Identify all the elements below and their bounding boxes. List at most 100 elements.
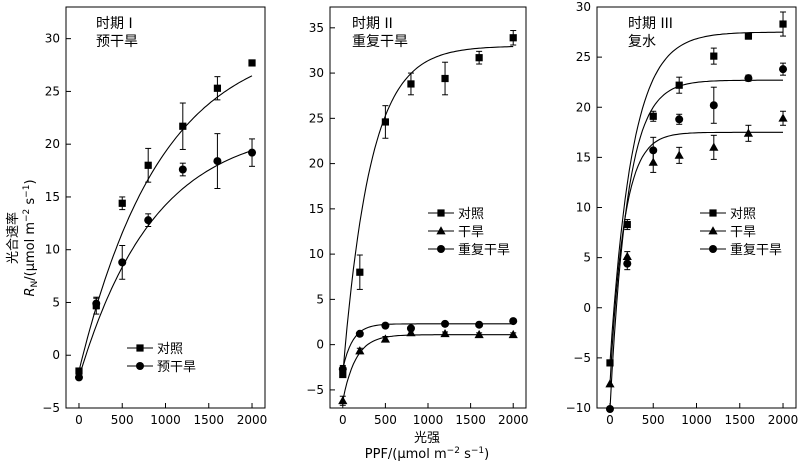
fit-curve bbox=[342, 334, 514, 401]
svg-text:RN/(μmol m−2 s−1): RN/(μmol m−2 s−1) bbox=[22, 179, 40, 296]
fit-curve bbox=[609, 79, 783, 410]
x-tick-label: 1500 bbox=[724, 413, 755, 427]
x-tick-label: 0 bbox=[339, 413, 347, 427]
y-tick-label: 35 bbox=[309, 21, 324, 35]
data-point bbox=[623, 220, 631, 229]
y-tick-label: −5 bbox=[306, 383, 324, 397]
y-axis-symbol: R bbox=[23, 287, 38, 296]
x-axis-unit-exp2: −1 bbox=[471, 446, 484, 456]
data-point bbox=[441, 74, 449, 83]
x-tick-label: 2000 bbox=[498, 413, 529, 427]
x-axis-unit-end: ) bbox=[484, 447, 489, 462]
legend-marker bbox=[709, 209, 717, 217]
x-tick-label: 1000 bbox=[413, 413, 444, 427]
data-point bbox=[406, 324, 415, 333]
x-tick-label: 1500 bbox=[455, 413, 486, 427]
data-point bbox=[744, 74, 753, 83]
fit-curve bbox=[609, 131, 783, 384]
x-tick-label: 1000 bbox=[681, 413, 712, 427]
data-point bbox=[355, 329, 364, 338]
x-tick-label: 0 bbox=[606, 413, 614, 427]
data-point bbox=[144, 161, 152, 169]
y-axis-unit-exp1: −2 bbox=[22, 209, 32, 222]
y-tick-label: 0 bbox=[52, 348, 60, 362]
y-tick-label: 10 bbox=[576, 201, 591, 215]
y-tick-label: 5 bbox=[52, 295, 60, 309]
data-point bbox=[623, 259, 632, 268]
y-tick-label: 30 bbox=[309, 66, 324, 80]
y-tick-label: 0 bbox=[583, 301, 591, 315]
data-point bbox=[743, 128, 754, 137]
y-axis-symbol-sub: N bbox=[30, 281, 40, 288]
data-point bbox=[440, 328, 450, 338]
x-tick-label: 1500 bbox=[193, 413, 224, 427]
x-axis-title-line1: 光强 bbox=[414, 431, 440, 446]
fit-curve bbox=[78, 149, 253, 378]
data-point bbox=[675, 115, 684, 124]
data-point bbox=[605, 405, 614, 414]
data-point bbox=[475, 54, 483, 62]
data-point bbox=[75, 367, 83, 375]
panel-title: 时期 II bbox=[352, 16, 393, 32]
data-point bbox=[338, 365, 347, 374]
data-point bbox=[380, 334, 390, 343]
data-point bbox=[339, 370, 347, 379]
data-point bbox=[508, 329, 518, 339]
legend-marker bbox=[436, 226, 446, 235]
data-point bbox=[649, 112, 657, 120]
data-point bbox=[675, 81, 683, 89]
y-tick-label: 5 bbox=[316, 292, 324, 306]
fit-curve bbox=[609, 31, 783, 363]
legend-label: 对照 bbox=[157, 342, 183, 357]
data-point bbox=[474, 329, 484, 339]
legend-label: 干旱 bbox=[458, 225, 484, 240]
y-tick-label: 30 bbox=[576, 0, 591, 14]
x-tick-label: 0 bbox=[75, 413, 83, 427]
y-axis-unit-end: ) bbox=[23, 179, 38, 184]
panel-subtitle: 重复干旱 bbox=[352, 33, 408, 50]
x-tick-label: 500 bbox=[111, 413, 134, 427]
y-tick-label: 25 bbox=[309, 111, 324, 125]
y-axis-title: 光合速率 RN/(μmol m−2 s−1) bbox=[5, 179, 40, 296]
y-axis-unit-mid: s bbox=[23, 198, 38, 209]
fit-curve bbox=[78, 75, 253, 372]
y-tick-label: −5 bbox=[573, 351, 591, 365]
legend-label: 对照 bbox=[730, 207, 756, 222]
x-axis-unit-start: PPF/(μmol m bbox=[365, 447, 447, 462]
y-axis-unit-start: /(μmol m bbox=[23, 222, 38, 281]
data-point bbox=[606, 359, 614, 367]
data-point bbox=[213, 157, 222, 166]
y-tick-label: 25 bbox=[45, 84, 60, 98]
legend-marker bbox=[708, 226, 718, 235]
x-tick-label: 500 bbox=[642, 413, 665, 427]
data-point bbox=[674, 150, 684, 159]
panel-title: 时期 III bbox=[628, 16, 673, 32]
x-tick-label: 500 bbox=[374, 413, 397, 427]
y-tick-label: 15 bbox=[309, 202, 324, 216]
data-point bbox=[649, 146, 658, 155]
legend-marker bbox=[437, 209, 445, 217]
data-point bbox=[709, 101, 718, 110]
svg-text:光合速率: 光合速率 bbox=[5, 212, 21, 264]
data-point bbox=[118, 199, 126, 207]
data-point bbox=[74, 373, 83, 382]
data-point bbox=[475, 320, 484, 329]
x-tick-label: 1000 bbox=[150, 413, 181, 427]
legend-marker bbox=[136, 362, 144, 370]
y-tick-label: 5 bbox=[583, 251, 591, 265]
data-point bbox=[356, 268, 364, 276]
data-point bbox=[710, 52, 718, 60]
data-point bbox=[355, 346, 365, 355]
data-point bbox=[92, 299, 101, 308]
y-tick-label: 15 bbox=[576, 150, 591, 164]
x-tick-label: 2000 bbox=[768, 413, 799, 427]
x-axis-unit-mid: s bbox=[460, 447, 471, 462]
data-point bbox=[381, 118, 389, 126]
y-axis-title-line1: 光合速率 bbox=[5, 212, 21, 264]
x-axis-unit-exp1: −2 bbox=[447, 446, 460, 456]
y-tick-label: 20 bbox=[576, 100, 591, 114]
legend-label: 对照 bbox=[458, 207, 484, 222]
